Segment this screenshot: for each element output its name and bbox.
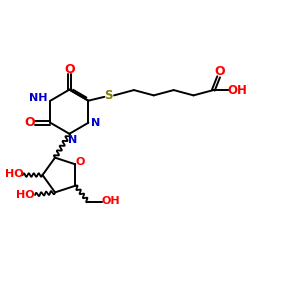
Text: O: O	[24, 116, 35, 129]
Text: OH: OH	[227, 84, 247, 97]
Text: HO: HO	[4, 169, 23, 179]
Text: N: N	[68, 135, 77, 145]
Text: OH: OH	[101, 196, 120, 206]
Text: HO: HO	[16, 190, 35, 200]
Text: NH: NH	[29, 93, 48, 103]
Text: S: S	[104, 88, 113, 102]
Text: O: O	[75, 157, 85, 167]
Text: O: O	[215, 65, 225, 78]
Text: O: O	[64, 62, 75, 76]
Text: N: N	[91, 118, 100, 128]
